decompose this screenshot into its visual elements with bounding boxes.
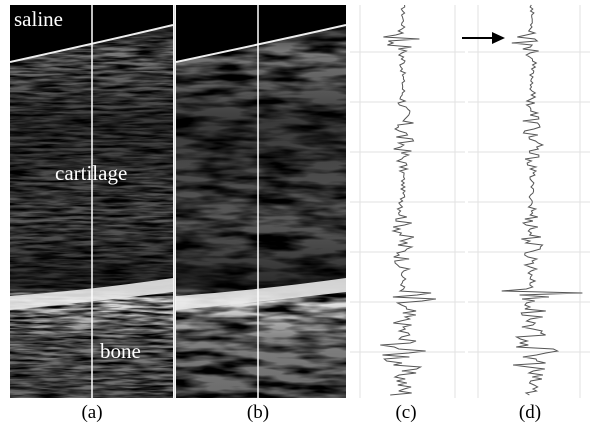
annotation-bone: bone [100, 339, 141, 363]
signal-trace [380, 4, 436, 396]
annotation-saline: saline [14, 7, 63, 31]
ultrasound-image-a [10, 5, 173, 398]
panel-label: (d) [519, 402, 541, 423]
panel-label: (b) [247, 402, 269, 423]
arrow [462, 32, 505, 44]
panel-label: (c) [395, 402, 416, 423]
panel-label: (a) [81, 402, 102, 423]
signal-grid [350, 5, 590, 398]
ultrasound-image-b [176, 5, 346, 398]
signal-trace [501, 4, 583, 396]
signal-traces [380, 4, 583, 396]
annotation-cartilage: cartilage [55, 161, 127, 185]
